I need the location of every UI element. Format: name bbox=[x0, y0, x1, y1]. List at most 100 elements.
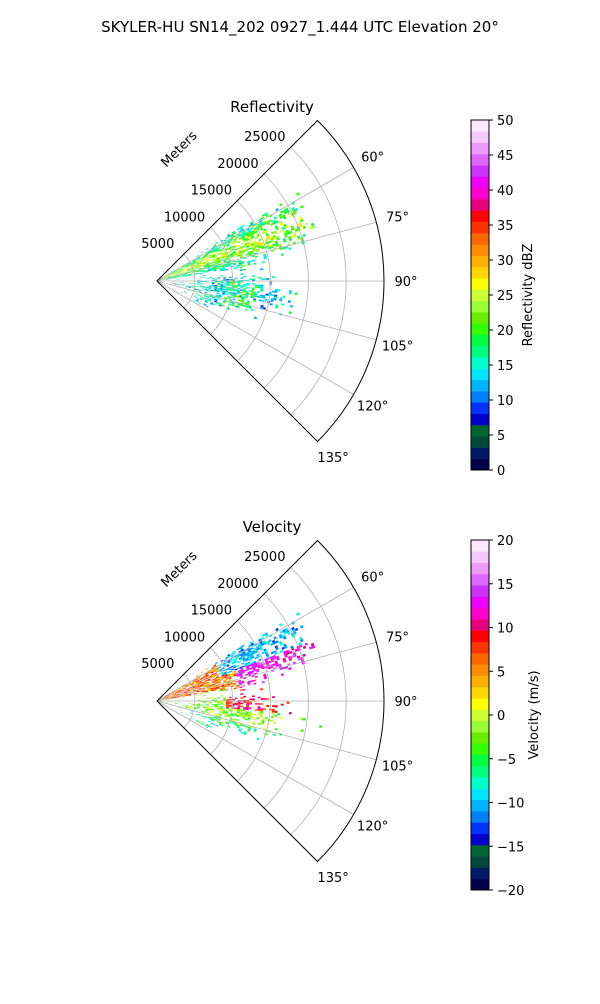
echo-cell bbox=[262, 300, 265, 302]
echo-cell bbox=[204, 716, 207, 718]
colorbar-segment bbox=[471, 402, 489, 414]
echo-cell bbox=[249, 703, 252, 705]
echo-cell bbox=[235, 261, 238, 263]
colorbar-segment bbox=[471, 323, 489, 335]
echo-cell bbox=[204, 678, 207, 680]
echo-cell bbox=[217, 286, 220, 287]
echo-cell bbox=[218, 667, 221, 669]
radial-tick-label: 10000 bbox=[164, 211, 205, 226]
colorbar-segment bbox=[471, 301, 489, 313]
echo-cell bbox=[300, 205, 304, 209]
echo-cell bbox=[243, 710, 246, 712]
echo-cell bbox=[207, 677, 210, 679]
echo-cell bbox=[220, 282, 223, 283]
echo-cell bbox=[180, 276, 183, 277]
echo-cell bbox=[300, 718, 303, 721]
echo-cell bbox=[205, 668, 208, 670]
echo-cell bbox=[200, 705, 203, 706]
echo-cell bbox=[238, 284, 241, 285]
echo-cell bbox=[229, 701, 232, 702]
echo-cell bbox=[277, 713, 280, 715]
colorbar-segment bbox=[471, 788, 489, 800]
echo-cell bbox=[212, 698, 215, 699]
echo-cell bbox=[223, 277, 226, 278]
echo-cell bbox=[183, 705, 186, 706]
echo-cell bbox=[289, 290, 292, 292]
echo-cell bbox=[229, 671, 232, 673]
echo-cell bbox=[191, 287, 194, 288]
echo-cell bbox=[177, 699, 180, 700]
echo-cell bbox=[217, 721, 220, 723]
echo-cell bbox=[251, 716, 254, 718]
velocity-tick-labels: 50001000015000200002500060°75°90°105°120… bbox=[141, 550, 417, 886]
colorbar-segment bbox=[471, 755, 489, 767]
echo-cell bbox=[223, 702, 226, 703]
echo-cell bbox=[242, 294, 245, 296]
colorbar-tick-label: 15 bbox=[497, 359, 514, 374]
echo-cell bbox=[270, 720, 273, 722]
echo-cell bbox=[261, 703, 264, 705]
echo-cell bbox=[194, 296, 197, 298]
echo-cell bbox=[195, 714, 198, 716]
colorbar-segment bbox=[471, 698, 489, 710]
colorbar-tick-label: 40 bbox=[497, 184, 514, 199]
echo-cell bbox=[238, 703, 241, 704]
echo-cell bbox=[189, 703, 192, 704]
echo-cell bbox=[203, 717, 206, 719]
echo-cell bbox=[233, 298, 236, 300]
colorbar-tick-label: 20 bbox=[497, 324, 514, 339]
echo-cell bbox=[260, 708, 263, 710]
echo-cell bbox=[201, 716, 204, 718]
echo-cell bbox=[206, 287, 209, 288]
echo-cell bbox=[246, 283, 249, 285]
colorbar-segment bbox=[471, 380, 489, 392]
echo-cell bbox=[246, 709, 249, 711]
echo-cell bbox=[215, 279, 218, 280]
echo-cell bbox=[194, 684, 197, 686]
echo-cell bbox=[219, 257, 222, 259]
echo-cell bbox=[180, 706, 183, 707]
echo-cell bbox=[186, 705, 189, 706]
echo-cell bbox=[226, 284, 229, 285]
angle-tick-label: 135° bbox=[317, 871, 348, 886]
echo-cell bbox=[191, 705, 194, 706]
echo-cell bbox=[215, 674, 218, 676]
echo-cell bbox=[223, 283, 226, 284]
echo-cell bbox=[191, 707, 194, 708]
echo-cell bbox=[211, 290, 214, 291]
echo-cell bbox=[177, 284, 180, 285]
echo-cell bbox=[246, 702, 249, 703]
echo-cell bbox=[296, 612, 300, 616]
echo-cell bbox=[273, 722, 276, 724]
echo-cell bbox=[206, 278, 209, 279]
echo-cell bbox=[289, 712, 292, 714]
echo-cell bbox=[206, 698, 209, 699]
echo-cell bbox=[279, 203, 283, 206]
echo-cell bbox=[214, 252, 217, 254]
echo-cell bbox=[208, 721, 211, 723]
echo-cell bbox=[246, 704, 249, 706]
echo-cell bbox=[241, 281, 244, 282]
echo-cell bbox=[200, 296, 203, 298]
echo-cell bbox=[197, 708, 200, 709]
echo-cell bbox=[234, 688, 237, 690]
echo-cell bbox=[237, 667, 240, 669]
echo-cell bbox=[238, 283, 241, 284]
echo-cell bbox=[226, 699, 229, 700]
angle-tick-label: 90° bbox=[394, 275, 417, 290]
colorbar-segment bbox=[471, 630, 489, 642]
echo-cell bbox=[196, 688, 199, 690]
echo-cell bbox=[272, 291, 275, 293]
colorbar-segment bbox=[471, 368, 489, 380]
echo-cell bbox=[192, 704, 195, 705]
echo-cell bbox=[223, 279, 226, 280]
echo-cell bbox=[258, 723, 261, 725]
echo-cell bbox=[209, 697, 212, 698]
echo-cell bbox=[209, 706, 212, 707]
echo-cell bbox=[181, 292, 184, 294]
echo-cell bbox=[272, 243, 275, 246]
echo-cell bbox=[188, 286, 191, 287]
echo-cell bbox=[271, 716, 274, 718]
echo-cell bbox=[246, 707, 249, 709]
